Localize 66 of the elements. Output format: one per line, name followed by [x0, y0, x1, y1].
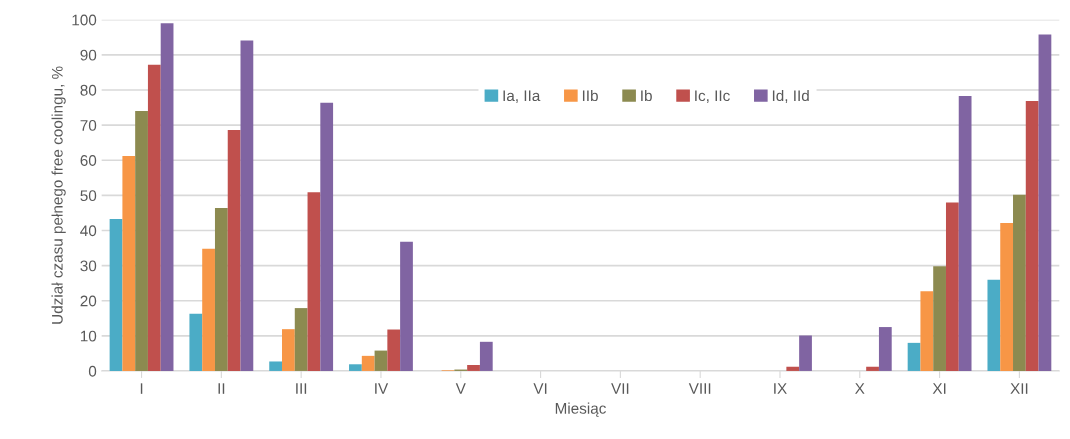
x-tick-label: IV: [375, 383, 389, 394]
bar: [202, 248, 215, 371]
bar: [240, 40, 254, 371]
bar: [1038, 34, 1052, 371]
bar: [307, 192, 321, 371]
bar: [122, 156, 136, 371]
bar: [958, 95, 972, 371]
legend-label: IIb: [582, 89, 598, 102]
y-tick-label: 70: [80, 119, 97, 131]
y-tick-label: 20: [80, 295, 97, 307]
x-tick-label: X: [855, 383, 865, 394]
bar: [878, 327, 892, 371]
bar: [945, 202, 959, 371]
y-tick-label: 60: [80, 155, 97, 166]
bar: [214, 208, 228, 371]
y-tick-label: 30: [80, 260, 97, 272]
x-tick-label: XI: [932, 383, 946, 394]
bar: [282, 329, 295, 371]
bar: [799, 335, 812, 371]
y-tick-label: 100: [72, 14, 97, 26]
y-tick-label: 90: [80, 49, 97, 61]
x-tick-label: VIII: [688, 383, 711, 394]
x-tick-label: II: [218, 383, 225, 394]
legend-label: Ib: [641, 89, 652, 102]
bar: [227, 130, 241, 371]
legend-label: Ia, IIa: [503, 90, 541, 103]
bar: [320, 102, 334, 371]
x-tick-label: IX: [774, 383, 787, 394]
bar: [786, 366, 800, 371]
x-tick-label: V: [455, 383, 466, 394]
bar: [269, 361, 283, 371]
y-tick-label: 50: [80, 190, 97, 202]
x-tick-label: I: [140, 383, 143, 394]
legend-label: Id, IId: [772, 89, 809, 103]
y-tick-label: 40: [80, 225, 97, 237]
legend-label: Ic, IIc: [695, 90, 730, 103]
y-tick-label: 80: [80, 84, 97, 96]
bar: [1013, 194, 1026, 371]
x-tick-label: VII: [611, 383, 629, 394]
y-tick-label: 10: [80, 330, 97, 342]
bar: [189, 313, 203, 371]
bar: [467, 364, 480, 371]
bar: [135, 111, 148, 371]
bar: [1025, 100, 1039, 371]
y-tick-label: 0: [88, 365, 97, 377]
bar: [160, 23, 174, 371]
bar: [907, 342, 921, 371]
x-tick-label: XII: [1010, 383, 1028, 394]
bar: [109, 218, 123, 371]
bar: [479, 341, 493, 371]
bar: [400, 241, 413, 371]
y-axis-title: Udział czasu pełnego free coolingu, %: [51, 66, 66, 324]
bar: [374, 350, 388, 371]
x-tick-label: VI: [533, 383, 547, 394]
bar: [147, 64, 161, 371]
bar: [1000, 223, 1014, 371]
x-axis-title: Miesiąc: [555, 402, 606, 417]
bar: [294, 308, 308, 371]
bar: [920, 291, 934, 371]
bar: [349, 364, 362, 371]
bar: [933, 266, 946, 371]
bar: [987, 279, 1001, 371]
x-tick-label: III: [296, 383, 307, 394]
bar: [866, 366, 879, 371]
bar: [387, 329, 401, 371]
bar: [361, 355, 375, 371]
